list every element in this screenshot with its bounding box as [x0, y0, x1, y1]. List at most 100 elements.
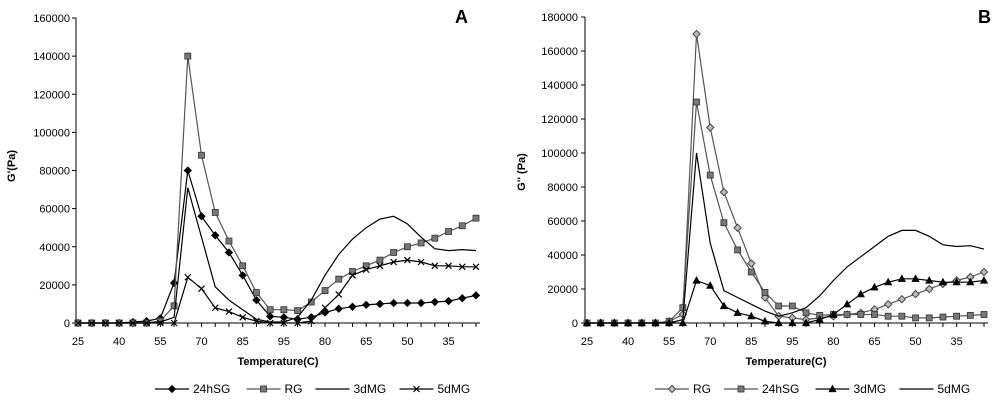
data-point: [788, 318, 797, 327]
data-point: [856, 289, 865, 298]
x-tick-label: 40: [622, 336, 634, 348]
data-point: [719, 301, 729, 310]
y-tick-label: 60000: [39, 204, 70, 216]
data-point: [253, 289, 260, 296]
legend-marker: [828, 384, 837, 393]
legend-label: 5dMG: [938, 382, 971, 396]
series-5dmg: [587, 152, 985, 324]
legend-label: 3dMG: [354, 382, 387, 396]
data-point: [884, 277, 893, 286]
data-point: [375, 299, 385, 309]
x-tick-label: 95: [786, 336, 798, 348]
data-point: [307, 317, 315, 325]
data-point: [417, 239, 425, 247]
data-point: [431, 234, 439, 242]
legend-marker: [667, 384, 677, 394]
panel-a-ylabel: G'(Pa): [6, 150, 18, 182]
data-point: [761, 288, 769, 296]
panel-b-letter: B: [978, 7, 991, 27]
y-tick-label: 140000: [33, 51, 70, 63]
data-point: [706, 281, 715, 289]
y-tick-label: 100000: [33, 127, 70, 139]
y-tick-label: 100000: [541, 148, 578, 160]
data-point: [897, 294, 907, 304]
data-point: [679, 304, 687, 312]
data-point: [266, 306, 274, 314]
y-tick-label: 80000: [39, 166, 70, 178]
y-tick-label: 0: [572, 318, 578, 330]
data-point: [362, 266, 370, 274]
data-point: [376, 256, 384, 264]
y-tick-label: 160000: [33, 13, 70, 25]
x-tick-label: 55: [663, 336, 675, 348]
data-point: [280, 319, 288, 327]
data-point: [320, 308, 330, 317]
x-tick-label: 35: [950, 336, 962, 348]
series-5dmg: [74, 256, 480, 327]
legend-marker: [167, 384, 177, 394]
data-point: [88, 319, 96, 327]
data-point: [458, 263, 466, 271]
data-point: [842, 299, 852, 308]
data-point: [403, 243, 411, 251]
data-point: [472, 263, 480, 271]
series-line-5dmg: [78, 259, 476, 324]
data-point: [335, 290, 343, 298]
data-point: [802, 309, 810, 317]
data-point: [870, 282, 879, 291]
y-tick-label: 80000: [547, 182, 578, 194]
data-point: [733, 308, 742, 316]
panel-a: A Temperature(C) G'(Pa): [6, 7, 468, 368]
data-point: [871, 311, 878, 318]
legend-b: RG 24hSG 3dMG 5dMG: [655, 382, 970, 396]
data-point: [102, 319, 109, 327]
x-tick-label: 35: [442, 336, 454, 348]
data-point: [883, 299, 893, 309]
data-point: [198, 151, 205, 159]
data-point: [417, 258, 425, 266]
x-tick-label: 55: [154, 336, 166, 348]
panel-b: B Temperature(C) G'' (Pa): [516, 7, 991, 368]
x-tick-label: 95: [278, 336, 290, 348]
x-tick-label: 40: [113, 336, 125, 348]
data-point: [471, 291, 481, 300]
x-tick-label: 25: [72, 336, 84, 348]
data-point: [416, 298, 426, 308]
y-tick-label: 0: [64, 318, 70, 330]
x-tick-label: 65: [360, 336, 372, 348]
data-point: [252, 295, 261, 305]
y-tick-label: 180000: [541, 12, 578, 24]
data-point: [925, 276, 934, 284]
data-point: [321, 287, 329, 294]
data-point: [966, 277, 975, 286]
data-point: [156, 319, 164, 327]
data-point: [362, 300, 371, 310]
data-point: [444, 296, 453, 306]
panel-b-xlabel: Temperature(C): [745, 356, 826, 368]
data-point: [843, 311, 851, 318]
plot-area-a: 0 20000 40000 60000 80000 100000 120000 140000 1…: [33, 13, 481, 348]
data-point: [170, 319, 178, 327]
data-point: [211, 304, 219, 312]
y-tick-label: 120000: [33, 89, 70, 101]
data-point: [280, 306, 288, 314]
data-point: [829, 310, 838, 318]
data-point: [952, 277, 961, 286]
data-point: [348, 302, 357, 311]
data-point: [431, 262, 439, 270]
data-point: [321, 304, 329, 312]
data-point: [225, 237, 233, 245]
data-point: [252, 317, 260, 325]
data-point: [747, 311, 756, 320]
data-point: [693, 98, 700, 106]
x-tick-label: 70: [704, 336, 716, 348]
data-point: [143, 319, 151, 327]
y-tick-label: 40000: [547, 250, 578, 262]
data-point: [335, 275, 343, 283]
data-point: [458, 222, 466, 230]
data-point: [184, 52, 192, 60]
data-point: [115, 319, 123, 327]
data-point: [183, 166, 192, 175]
data-point: [169, 278, 179, 288]
